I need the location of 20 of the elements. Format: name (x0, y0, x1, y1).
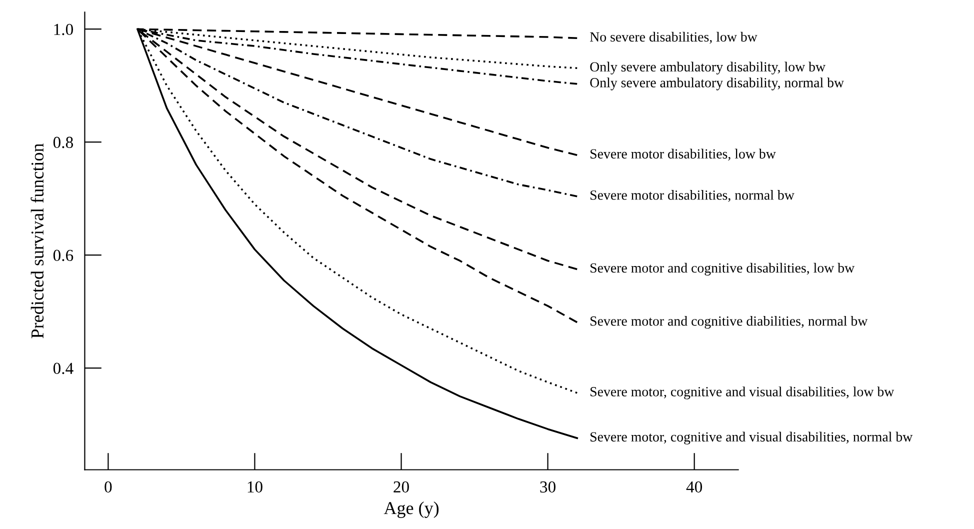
x-tick-label: 10 (248, 481, 262, 493)
x-tick-label: 30 (540, 481, 556, 493)
series-label: Severe motor disabilities, low bw (590, 148, 776, 161)
x-tick-label: 0 (104, 481, 112, 493)
series-label: No severe disabilities, low bw (590, 32, 758, 44)
series-label: Severe motor, cognitive and visual disabilities, normal bw (590, 432, 913, 444)
x-tick-label: 20 (394, 481, 409, 493)
y-tick-label: 0.6 (53, 250, 74, 262)
series-label: Only severe ambulatory disability, low bw (590, 62, 826, 74)
series-label: Severe motor disabilities, normal bw (590, 190, 794, 202)
series-label: Only severe ambulatory disability, normal bw (590, 78, 844, 90)
y-tick-label: 1.0 (54, 24, 73, 36)
x-tick-label: 40 (686, 481, 702, 493)
y-axis-title: Predicted survival function (30, 143, 44, 338)
x-axis-title: Age (y) (384, 502, 439, 518)
y-tick-label: 0.4 (53, 362, 74, 374)
y-tick-label: 0.8 (53, 136, 73, 148)
series-label: Severe motor, cognitive and visual disabilities, low bw (590, 386, 894, 400)
series-label: Severe motor and cognitive disabilities, low bw (590, 262, 855, 276)
series-label: Severe motor and cognitive diabilities, normal bw (590, 316, 868, 329)
